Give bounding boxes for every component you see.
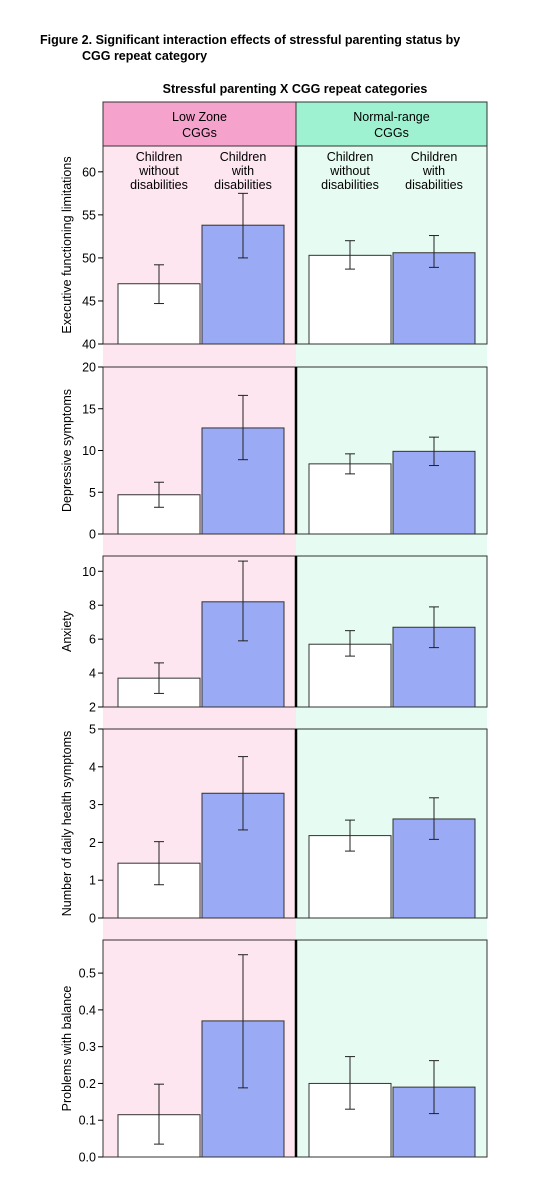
- y-tick-label-2-1: 4: [89, 667, 96, 681]
- category-label-0-0-0: Children: [136, 150, 183, 164]
- y-tick-label-0-2: 50: [82, 251, 96, 265]
- y-tick-label-1-2: 10: [82, 444, 96, 458]
- category-label-0-0-2: disabilities: [130, 178, 188, 192]
- y-tick-label-3-2: 2: [89, 836, 96, 850]
- category-label-1-1-2: disabilities: [405, 178, 463, 192]
- y-tick-label-0-0: 40: [82, 338, 96, 352]
- group-header-label-line1-1: Normal-range: [353, 110, 429, 124]
- category-label-1-0-2: disabilities: [321, 178, 379, 192]
- y-axis-label-1: Depressive symptoms: [60, 389, 74, 512]
- y-axis-label-2: Anxiety: [60, 610, 74, 652]
- category-label-1-0-0: Children: [327, 150, 374, 164]
- category-label-0-1-2: disabilities: [214, 178, 272, 192]
- y-tick-label-4-5: 0.5: [79, 967, 96, 981]
- group-header-label-line2-0: CGGs: [182, 126, 217, 140]
- category-label-0-1-0: Children: [220, 150, 267, 164]
- bar-1-1-0: [308, 463, 392, 535]
- y-tick-label-3-3: 3: [89, 798, 96, 812]
- y-tick-label-3-5: 5: [89, 723, 96, 737]
- y-tick-label-4-0: 0.0: [79, 1151, 96, 1165]
- y-tick-label-3-0: 0: [89, 912, 96, 926]
- y-tick-label-2-2: 6: [89, 633, 96, 647]
- y-tick-label-0-3: 55: [82, 208, 96, 222]
- y-tick-label-3-4: 4: [89, 760, 96, 774]
- category-label-1-1-1: with: [422, 164, 445, 178]
- y-tick-label-1-4: 20: [82, 361, 96, 375]
- category-label-0-0-1: without: [138, 164, 179, 178]
- group-header-1: [295, 101, 488, 147]
- category-label-0-1-1: with: [231, 164, 254, 178]
- y-tick-label-4-3: 0.3: [79, 1040, 96, 1054]
- y-tick-label-1-3: 15: [82, 402, 96, 416]
- y-tick-label-4-2: 0.2: [79, 1077, 96, 1091]
- category-label-1-0-1: without: [329, 164, 370, 178]
- bar-0-1-1: [392, 252, 476, 345]
- bar-4-1-1: [392, 1086, 476, 1158]
- figure-title: Figure 2. Significant interaction effect…: [40, 32, 540, 64]
- group-header-label-line2-1: CGGs: [374, 126, 409, 140]
- y-tick-label-1-0: 0: [89, 528, 96, 542]
- y-tick-label-2-4: 10: [82, 565, 96, 579]
- y-tick-label-3-1: 1: [89, 874, 96, 888]
- y-axis-label-3: Number of daily health symptoms: [60, 731, 74, 917]
- y-tick-label-2-0: 2: [89, 701, 96, 715]
- bar-0-1-0: [308, 254, 392, 345]
- y-tick-label-4-1: 0.1: [79, 1114, 96, 1128]
- y-tick-label-0-1: 45: [82, 294, 96, 308]
- figure-title-line1: Figure 2. Significant interaction effect…: [40, 33, 461, 47]
- group-header-label-line1-0: Low Zone: [172, 110, 227, 124]
- category-label-1-1-0: Children: [411, 150, 458, 164]
- figure-title-line2: CGG repeat category: [82, 49, 208, 63]
- y-axis-label-0: Executive functioning limitations: [60, 156, 74, 333]
- chart-title: Stressful parenting X CGG repeat categor…: [163, 82, 428, 96]
- y-tick-label-0-4: 60: [82, 165, 96, 179]
- y-tick-label-1-1: 5: [89, 486, 96, 500]
- y-tick-label-4-4: 0.4: [79, 1003, 96, 1017]
- y-tick-label-2-3: 8: [89, 599, 96, 613]
- y-axis-label-4: Problems with balance: [60, 986, 74, 1112]
